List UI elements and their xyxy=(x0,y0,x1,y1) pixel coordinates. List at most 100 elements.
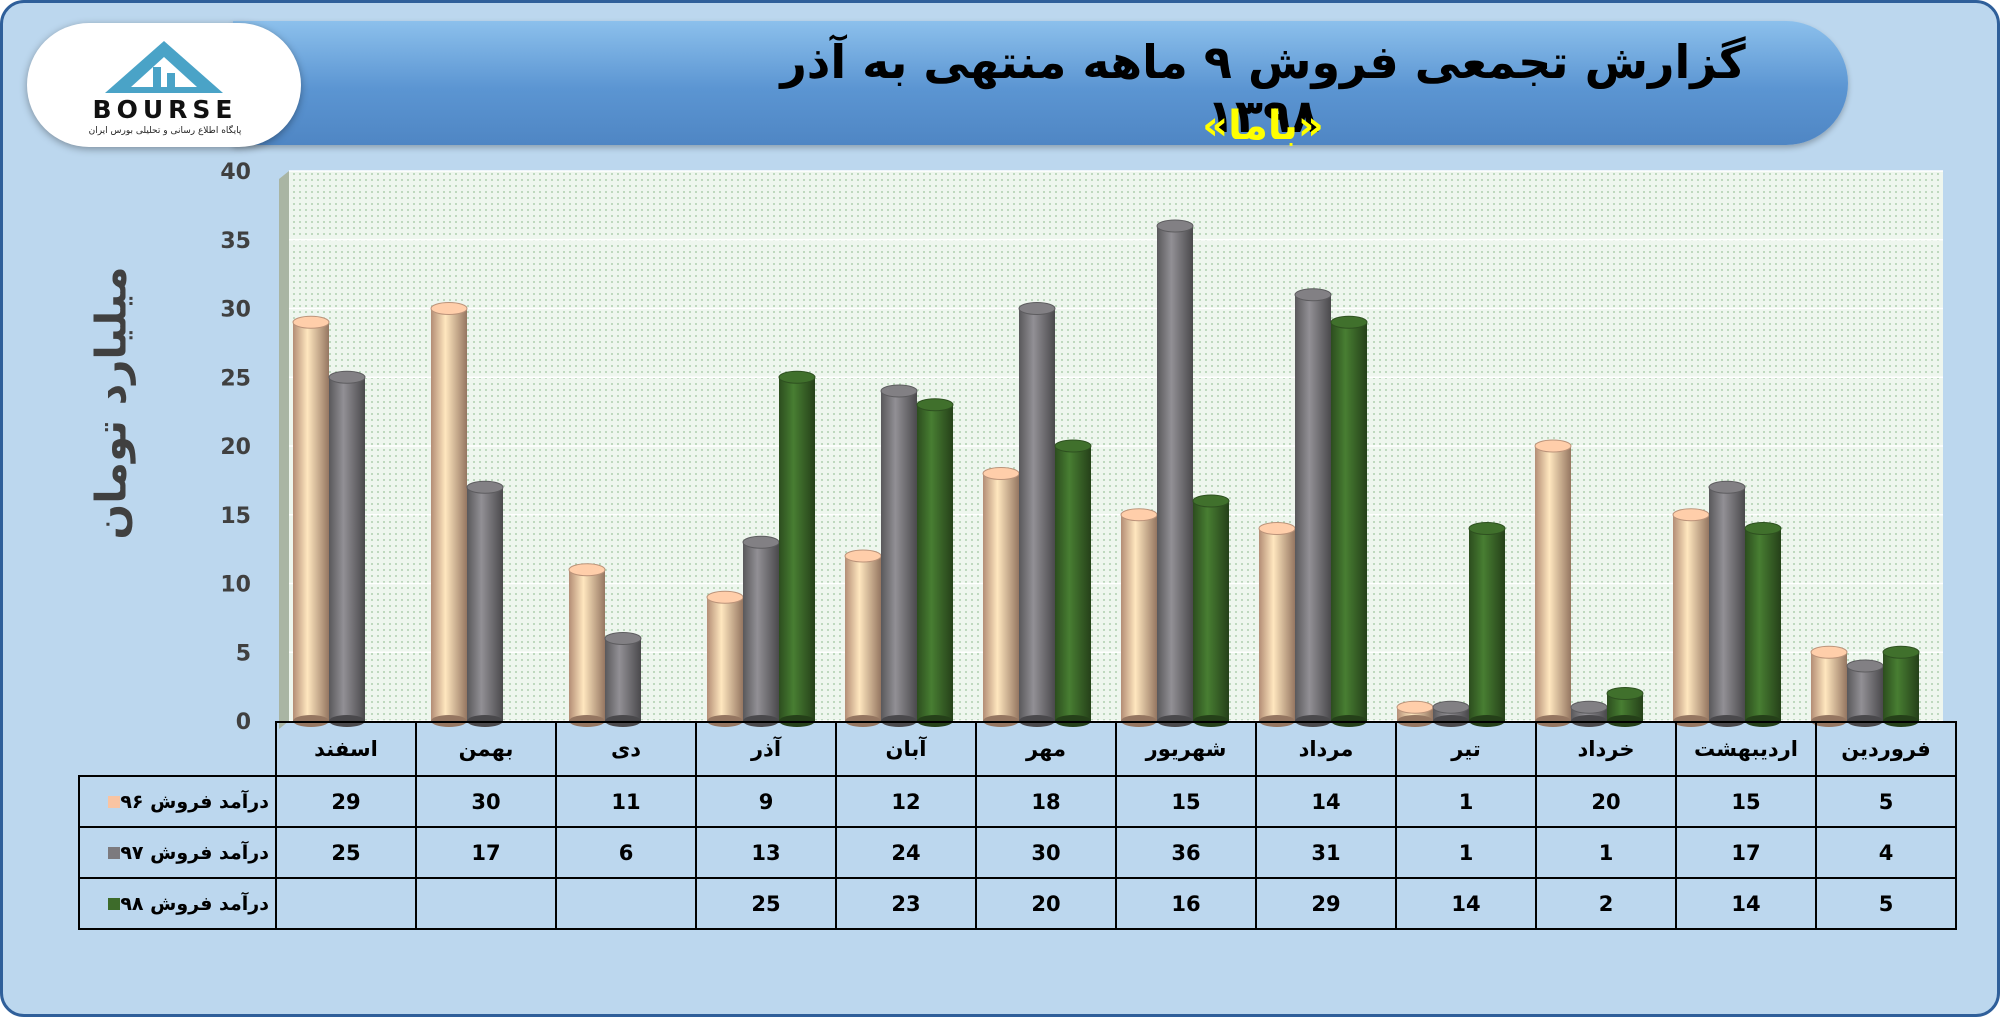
bar-3-6 xyxy=(1192,494,1230,727)
y-tick-label: 35 xyxy=(220,229,251,254)
data-label: 18 xyxy=(975,775,1117,828)
bars-group xyxy=(292,219,1920,727)
bar-3-4 xyxy=(1468,522,1506,727)
bar-2-3 xyxy=(1570,700,1608,727)
legend-swatch xyxy=(108,898,121,910)
bar-2-6 xyxy=(1156,219,1194,727)
data-label: 6 xyxy=(555,826,697,879)
data-label: 24 xyxy=(835,826,977,879)
data-label xyxy=(275,877,417,930)
legend-label: درآمد فروش ۹۸ xyxy=(120,892,269,915)
data-label: 16 xyxy=(1115,877,1257,930)
bar-3-8 xyxy=(916,398,954,727)
bar-2-11 xyxy=(466,480,504,727)
bar-1-8 xyxy=(844,549,882,727)
bar-3-3 xyxy=(1606,687,1644,727)
y-tick-label: 20 xyxy=(220,435,251,460)
plot-side-wall xyxy=(279,171,289,729)
x-tick-label: مرداد xyxy=(1255,721,1397,777)
data-label: 9 xyxy=(695,775,837,828)
legend-entry: درآمد فروش ۹۸ xyxy=(78,877,277,930)
y-tick-label: 10 xyxy=(220,573,251,598)
data-label: 17 xyxy=(415,826,557,879)
bar-3-2 xyxy=(1744,522,1782,727)
company-name: «باما» xyxy=(1202,103,1324,149)
data-table: اسفند بهمن دی آذر آبان مهر شهریور مرداد تیر خرداد… xyxy=(78,721,1957,930)
x-tick-label: اسفند xyxy=(275,721,417,777)
data-label: 29 xyxy=(1255,877,1397,930)
y-tick-label: 30 xyxy=(220,298,251,323)
legend-entry: درآمد فروش ۹۶ xyxy=(78,775,277,828)
data-label: 31 xyxy=(1255,826,1397,879)
y-tick-label: 0 xyxy=(236,710,251,735)
data-label: 15 xyxy=(1675,775,1817,828)
bar-1-10 xyxy=(568,563,606,727)
bar-2-7 xyxy=(1018,302,1056,727)
y-tick-label: 15 xyxy=(220,504,251,529)
data-label: 1 xyxy=(1395,826,1537,879)
bar-1-2 xyxy=(1672,508,1710,727)
x-tick-label: مهر xyxy=(975,721,1117,777)
data-label: 25 xyxy=(695,877,837,930)
data-label: 13 xyxy=(695,826,837,879)
bar-1-12 xyxy=(292,315,330,727)
bar-1-5 xyxy=(1258,522,1296,727)
data-label: 12 xyxy=(835,775,977,828)
legend-label: درآمد فروش ۹۶ xyxy=(120,790,269,813)
y-tick-label: 5 xyxy=(236,641,251,666)
table-row: درآمد فروش ۹۸ 25 23 20 16 29 14 2 14 5 xyxy=(78,877,1957,930)
logo-mark-icon xyxy=(105,41,223,93)
sales-chart: 0 5 10 15 20 25 30 35 40 xyxy=(220,160,1943,735)
y-tick-label: 25 xyxy=(220,366,251,391)
x-tick-label: آبان xyxy=(835,721,977,777)
bar-1-9 xyxy=(706,590,744,727)
data-label xyxy=(555,877,697,930)
x-tick-label: شهریور xyxy=(1115,721,1257,777)
data-label: 14 xyxy=(1395,877,1537,930)
x-tick-label: بهمن xyxy=(415,721,557,777)
legend-entry: درآمد فروش ۹۷ xyxy=(78,826,277,879)
data-label: 36 xyxy=(1115,826,1257,879)
data-label: 20 xyxy=(1535,775,1677,828)
y-axis-ticks: 0 5 10 15 20 25 30 35 40 xyxy=(220,160,251,735)
bar-1-6 xyxy=(1120,508,1158,727)
x-tick-label: خرداد xyxy=(1535,721,1677,777)
bar-1-1 xyxy=(1810,645,1848,727)
table-corner xyxy=(79,722,276,776)
x-tick-label: اردیبهشت xyxy=(1675,721,1817,777)
x-tick-label: آذر xyxy=(695,721,837,777)
data-label xyxy=(415,877,557,930)
table-row: درآمد فروش ۹۷ 25 17 6 13 24 30 36 31 1 1 17 4 xyxy=(78,826,1957,879)
legend-swatch xyxy=(108,796,121,808)
bar-2-10 xyxy=(604,632,642,727)
data-label: 11 xyxy=(555,775,697,828)
data-label: 1 xyxy=(1395,775,1537,828)
bar-2-9 xyxy=(742,535,780,727)
table-row: درآمد فروش ۹۶ 29 30 11 9 12 18 15 14 1 20 15 5 xyxy=(78,775,1957,828)
title-banner: گزارش تجمعی فروش ۹ ماهه منتهی به آذر ۱۳۹… xyxy=(233,21,1848,149)
data-label: 5 xyxy=(1815,775,1957,828)
data-label: 14 xyxy=(1675,877,1817,930)
logo-wordmark: BOURSE xyxy=(92,95,238,124)
data-label: 30 xyxy=(415,775,557,828)
x-tick-label: فروردین xyxy=(1815,721,1957,777)
bar-2-2 xyxy=(1708,480,1746,727)
bar-2-12 xyxy=(328,370,366,727)
x-tick-label: دی xyxy=(555,721,697,777)
data-label: 20 xyxy=(975,877,1117,930)
x-tick-label: تیر xyxy=(1395,721,1537,777)
data-label: 29 xyxy=(275,775,417,828)
data-label: 17 xyxy=(1675,826,1817,879)
bourse-logo: BOURSE پایگاه اطلاع رسانی و تحلیلی بورس … xyxy=(27,23,301,147)
bar-2-8 xyxy=(880,384,918,727)
report-title: گزارش تجمعی فروش ۹ ماهه منتهی به آذر ۱۳۹… xyxy=(780,35,1746,143)
gridlines xyxy=(289,170,1943,722)
data-label: 25 xyxy=(275,826,417,879)
bar-3-9 xyxy=(778,370,816,727)
bar-1-11 xyxy=(430,302,468,727)
bar-2-5 xyxy=(1294,288,1332,727)
bar-3-5 xyxy=(1330,315,1368,727)
data-label: 30 xyxy=(975,826,1117,879)
bar-1-3 xyxy=(1534,439,1572,727)
